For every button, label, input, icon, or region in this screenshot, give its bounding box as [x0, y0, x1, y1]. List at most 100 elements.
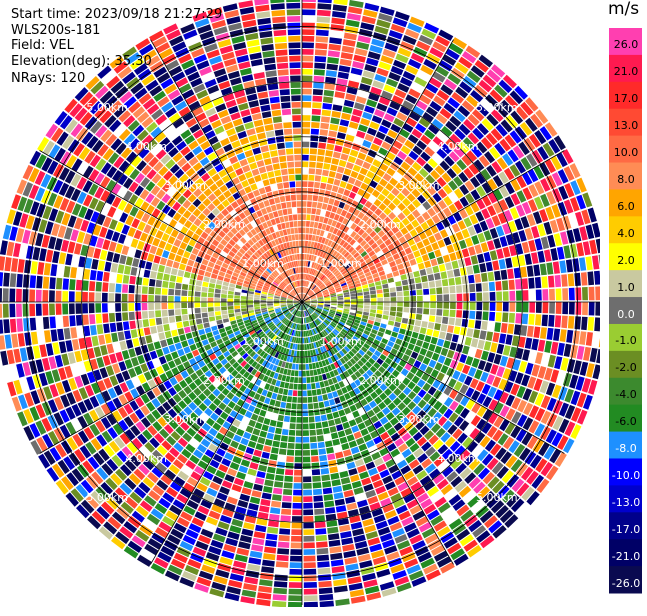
velocity-gate: [55, 238, 63, 251]
velocity-gate: [302, 228, 305, 234]
velocity-gate: [483, 292, 489, 301]
velocity-gate: [49, 277, 55, 289]
velocity-gate: [244, 186, 252, 194]
velocity-gate: [23, 304, 29, 317]
velocity-gate: [216, 315, 222, 320]
velocity-gate: [309, 364, 313, 370]
velocity-gate: [177, 270, 184, 277]
velocity-gate: [49, 304, 55, 316]
velocity-gate: [496, 249, 504, 260]
velocity-gate: [251, 490, 261, 498]
velocity-gate: [155, 303, 161, 310]
velocity-gate: [437, 339, 444, 347]
velocity-gate: [72, 339, 79, 351]
velocity-gate: [308, 175, 314, 181]
velocity-gate: [403, 291, 409, 296]
velocity-gate: [471, 338, 478, 347]
velocity-gate: [317, 10, 331, 17]
velocity-gate: [302, 115, 311, 121]
velocity-gate: [243, 522, 255, 530]
velocity-gate: [295, 443, 302, 449]
velocity-gate: [314, 509, 324, 515]
velocity-gate: [96, 282, 102, 292]
velocity-gate: [36, 290, 42, 302]
velocity-gate: [39, 248, 47, 261]
velocity-gate: [349, 192, 356, 199]
velocity-gate: [431, 242, 439, 250]
velocity-gate: [302, 82, 312, 88]
velocity-gate: [189, 254, 196, 261]
velocity-gate: [131, 267, 138, 276]
velocity-gate: [467, 328, 474, 337]
velocity-gate: [306, 364, 310, 370]
velocity-gate: [475, 320, 482, 329]
velocity-gate: [302, 102, 311, 108]
velocity-gate: [189, 314, 195, 320]
velocity-gate: [89, 281, 95, 291]
velocity-gate: [437, 302, 443, 309]
velocity-gate: [523, 290, 529, 301]
velocity-gate: [302, 221, 306, 227]
velocity-gate: [171, 351, 179, 359]
velocity-gate: [447, 325, 454, 333]
velocity-gate: [20, 348, 28, 362]
velocity-gate: [316, 30, 329, 36]
velocity-gate: [358, 299, 364, 302]
velocity-gate: [340, 181, 347, 188]
velocity-gate: [198, 329, 205, 335]
velocity-gate: [481, 273, 488, 282]
velocity-gate: [318, 223, 323, 229]
velocity-gate: [304, 549, 316, 555]
velocity-gate: [388, 320, 395, 325]
velocity-gate: [292, 364, 296, 370]
velocity-gate: [338, 430, 346, 437]
velocity-gate: [254, 305, 260, 308]
velocity-gate: [384, 306, 390, 310]
velocity-gate: [443, 340, 450, 348]
velocity-gate: [316, 422, 322, 428]
velocity-gate: [319, 216, 324, 222]
velocity-gate: [454, 326, 461, 334]
velocity-gate: [496, 312, 502, 322]
velocity-gate: [311, 122, 320, 128]
velocity-gate: [309, 168, 316, 174]
velocity-gate: [105, 334, 112, 344]
velocity-gate: [400, 274, 407, 280]
velocity-gate: [269, 514, 280, 521]
velocity-gate: [538, 340, 546, 352]
velocity-gate: [197, 324, 204, 330]
velocity-gate: [209, 316, 215, 321]
velocity-gate: [322, 103, 332, 110]
velocity-gate: [322, 110, 332, 117]
velocity-gate: [332, 566, 345, 573]
velocity-gate: [126, 339, 133, 348]
velocity-gate: [89, 314, 95, 324]
velocity-gate: [302, 122, 310, 128]
velocity-gate: [443, 302, 449, 309]
velocity-gate: [33, 346, 41, 359]
velocity-gate: [44, 263, 51, 276]
velocity-gate: [569, 288, 575, 301]
velocity-gate: [592, 255, 599, 269]
velocity-gate: [520, 267, 527, 278]
velocity-gate: [503, 302, 509, 312]
velocity-gate: [107, 206, 116, 217]
velocity-gate: [417, 302, 423, 308]
velocity-gate: [214, 293, 220, 297]
velocity-gate: [303, 397, 308, 403]
velocity-gate: [516, 302, 522, 312]
velocity-gate: [575, 316, 582, 329]
velocity-gate: [302, 351, 305, 357]
velocity-gate: [316, 162, 323, 168]
velocity-gate: [208, 298, 214, 302]
velocity-gate: [23, 275, 30, 288]
velocity-gate: [296, 357, 299, 363]
velocity-gate: [319, 189, 325, 195]
velocity-gate: [312, 102, 322, 108]
velocity-gate: [278, 542, 290, 548]
velocity-gate: [449, 286, 455, 293]
velocity-gate: [293, 357, 296, 363]
velocity-gate: [215, 311, 221, 316]
velocity-gate: [83, 269, 90, 280]
velocity-gate: [254, 297, 260, 300]
